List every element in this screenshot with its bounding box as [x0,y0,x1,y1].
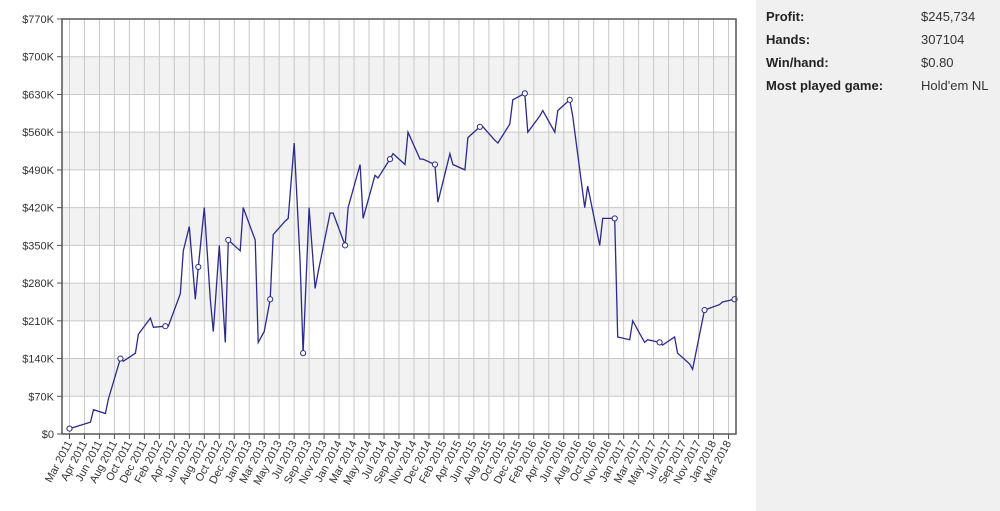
profit-value: $245,734 [921,9,976,24]
hands-value: 307104 [921,32,965,47]
series-layer [66,90,738,432]
stats-panel: Profit: $245,734 Hands: 307104 Win/hand:… [756,0,1000,511]
stat-row-profit: Profit: $245,734 [766,9,996,27]
y-tick-label: $140K [22,354,54,366]
plot-frame [61,18,737,435]
y-tick-label: $70K [28,391,54,403]
y-axis-ticks: $0 $70K $140K $210K $280K $350K $420K $490K $560… [22,14,62,441]
data-point [300,350,307,357]
data-point [386,156,394,163]
y-tick-label: $280K [22,278,54,290]
winhand-label: Win/hand: [766,55,829,70]
y-tick-label: $700K [22,52,54,64]
grid-lines [62,18,736,435]
data-point [225,236,232,244]
data-point [611,215,618,222]
hands-label: Hands: [766,32,811,47]
data-point [521,90,528,97]
data-point [195,263,202,271]
data-point [476,123,483,130]
data-point [66,425,73,432]
data-point [431,161,439,168]
chart-svg: $0 $70K $140K $210K $280K $350K $420K $490K $560… [22,14,738,487]
stat-row-game: Most played game: Hold'em NL [766,78,996,96]
winhand-value: $0.80 [921,55,954,70]
profit-label: Profit: [766,9,805,24]
y-tick-label: $350K [22,240,54,252]
game-label: Most played game: [766,78,884,93]
stat-row-hands: Hands: 307104 [766,32,996,50]
y-tick-label: $0 [42,429,54,441]
data-point [162,323,169,330]
y-tick-label: $210K [22,316,54,328]
data-point [117,355,124,362]
data-point [267,296,274,303]
y-tick-label: $560K [22,127,54,139]
game-value: Hold'em NL [921,78,989,93]
data-point [341,242,349,249]
data-point [656,339,663,346]
profit-chart: $0 $70K $140K $210K $280K $350K $420K $490K $560… [22,14,738,488]
profit-line [69,92,735,430]
y-tick-label: $770K [22,14,54,26]
y-tick-label: $490K [22,165,54,177]
stat-row-winhand: Win/hand: $0.80 [766,55,996,73]
y-tick-label: $420K [22,203,54,215]
data-point [701,306,708,314]
y-tick-label: $630K [22,89,54,101]
data-point [566,96,573,103]
